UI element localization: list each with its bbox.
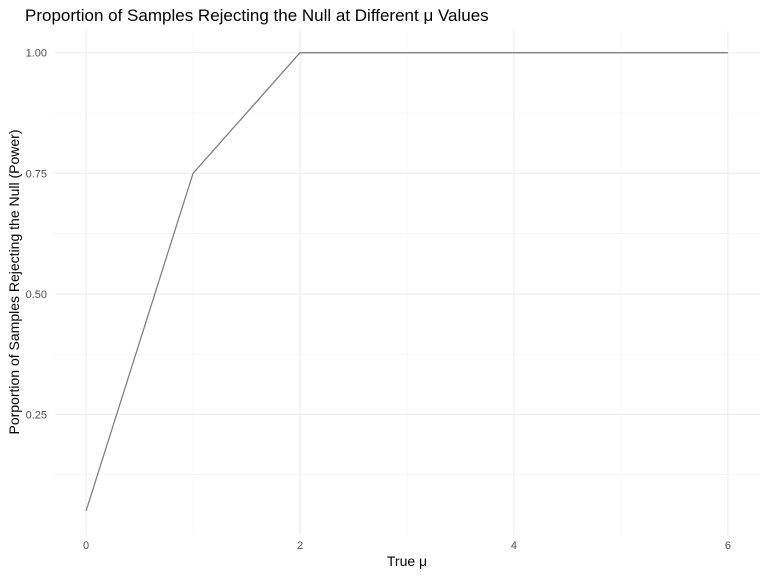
grid-lines	[54, 31, 760, 535]
x-tick-label: 6	[725, 540, 731, 552]
y-axis-label: Porportion of Samples Rejecting the Null…	[6, 129, 22, 434]
y-tick-label: 0.50	[26, 289, 47, 301]
x-tick-label: 2	[297, 540, 303, 552]
y-axis-ticks: 0.25 0.50 0.75 1.00	[26, 48, 47, 422]
x-tick-label: 0	[83, 540, 89, 552]
power-series-line	[85, 52, 728, 512]
y-tick-label: 0.75	[26, 168, 47, 180]
x-axis-ticks: 0 2 4 6	[83, 540, 731, 552]
series-layer	[85, 52, 728, 512]
x-tick-label: 4	[511, 540, 517, 552]
chart-title: Proportion of Samples Rejecting the Null…	[25, 6, 489, 25]
x-axis-label: True μ	[387, 553, 427, 569]
y-tick-label: 0.25	[26, 409, 47, 421]
y-tick-label: 1.00	[26, 48, 47, 60]
